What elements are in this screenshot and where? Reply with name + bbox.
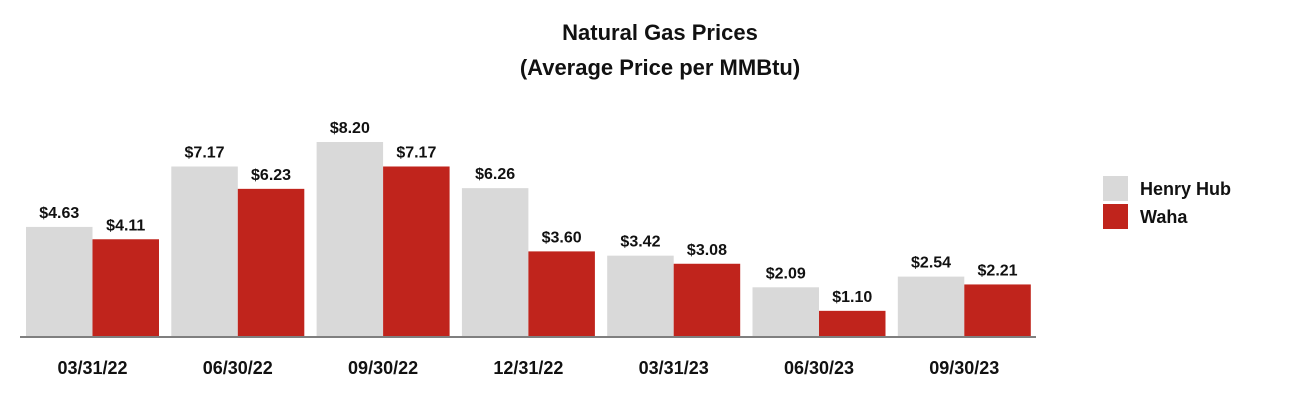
value-label-henry-hub-03-31-22: $4.63: [39, 205, 79, 222]
category-label-group: 03/31/22 06/30/22 09/30/22 12/31/22 03/31/23…: [57, 358, 999, 378]
legend-label-henry-hub: Henry Hub: [1140, 179, 1231, 199]
bar-henry-hub-12-31-22: [461, 188, 529, 337]
category-label-06-30-23: 06/30/23: [784, 358, 854, 378]
value-label-waha-06-30-23: $1.10: [832, 289, 872, 306]
value-label-henry-hub-06-30-23: $2.09: [766, 265, 806, 282]
bar-henry-hub-06-30-22: [171, 166, 238, 337]
value-label-group: $4.63 $4.11 $7.17 $6.23 $8.20 $7.17 $6.26 $3.60…: [39, 120, 1017, 306]
bar-henry-hub-06-30-23: [752, 287, 819, 337]
value-label-henry-hub-03-31-23: $3.42: [620, 234, 660, 251]
category-label-09-30-22: 09/30/22: [348, 358, 418, 378]
bar-waha-09-30-22: [383, 166, 450, 337]
category-label-09-30-23: 09/30/23: [929, 358, 999, 378]
bar-waha-09-30-23: [964, 284, 1031, 337]
value-label-waha-09-30-22: $7.17: [396, 144, 436, 161]
bar-henry-hub-03-31-23: [607, 255, 674, 337]
chart-title: Natural Gas Prices: [562, 20, 758, 45]
value-label-waha-03-31-22: $4.11: [106, 217, 145, 234]
legend-swatch-waha: [1103, 204, 1128, 229]
category-label-06-30-22: 06/30/22: [203, 358, 273, 378]
bar-henry-hub-03-31-22: [26, 226, 93, 337]
legend-label-waha: Waha: [1140, 207, 1188, 227]
chart-subtitle: (Average Price per MMBtu): [520, 55, 800, 80]
value-label-waha-03-31-23: $3.08: [687, 242, 727, 259]
bar-henry-hub-09-30-22: [316, 142, 384, 337]
value-label-waha-06-30-22: $6.23: [251, 167, 291, 184]
value-label-waha-12-31-22: $3.60: [542, 229, 582, 246]
bar-waha-06-30-23: [819, 310, 886, 337]
bar-waha-03-31-23: [673, 263, 741, 337]
bar-waha-06-30-22: [237, 188, 305, 337]
bar-waha-03-31-22: [92, 239, 159, 337]
category-label-12-31-22: 12/31/22: [493, 358, 563, 378]
bar-waha-12-31-22: [528, 251, 595, 337]
value-label-waha-09-30-23: $2.21: [978, 262, 1018, 279]
legend-swatch-henry-hub: [1103, 176, 1128, 201]
category-label-03-31-23: 03/31/23: [639, 358, 709, 378]
category-label-03-31-22: 03/31/22: [57, 358, 127, 378]
value-label-henry-hub-09-30-23: $2.54: [911, 255, 951, 272]
bar-group: [26, 142, 1031, 337]
value-label-henry-hub-06-30-22: $7.17: [185, 144, 225, 161]
bar-henry-hub-09-30-23: [897, 276, 965, 337]
value-label-henry-hub-12-31-22: $6.26: [475, 166, 515, 183]
legend: Henry Hub Waha: [1103, 176, 1231, 229]
value-label-henry-hub-09-30-22: $8.20: [330, 120, 370, 137]
